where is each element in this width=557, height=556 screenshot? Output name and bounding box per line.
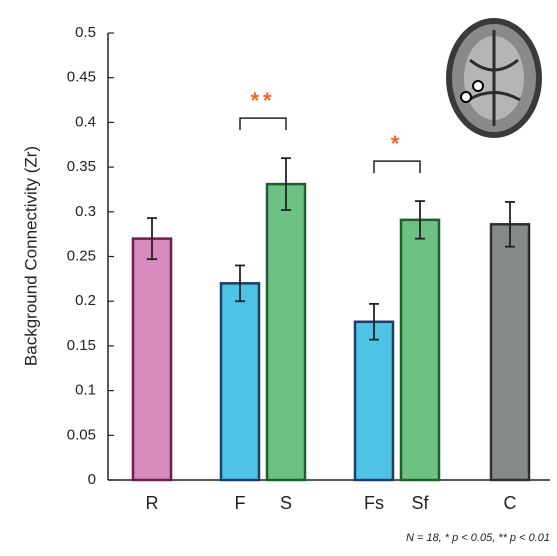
y-tick-label: 0.4 <box>75 113 96 130</box>
y-tick-label: 0.1 <box>75 382 96 399</box>
footnote: N = 18, * p < 0.05, ** p < 0.01 <box>406 532 550 544</box>
bar <box>491 224 529 480</box>
x-tick-label: R <box>146 493 159 513</box>
y-tick-label: 0.2 <box>75 292 96 309</box>
y-tick-label: 0.3 <box>75 203 96 220</box>
y-axis-label: Background Connectivity (Zr) <box>21 146 40 366</box>
y-tick-label: 0.15 <box>67 337 96 354</box>
y-tick-label: 0.25 <box>67 247 96 264</box>
y-tick-label: 0.45 <box>67 69 96 86</box>
x-tick-label: C <box>504 493 517 513</box>
bar <box>221 283 259 480</box>
significance-label: * <box>391 131 404 156</box>
y-tick-label: 0 <box>88 471 96 488</box>
y-tick-label: 0.05 <box>67 426 96 443</box>
x-tick-label: F <box>235 493 246 513</box>
chart: Background Connectivity (Zr) N = 18, * p… <box>0 0 557 551</box>
bar <box>401 220 439 480</box>
bar <box>133 239 171 480</box>
significance-bracket <box>240 118 286 130</box>
bar <box>355 322 393 480</box>
bar <box>267 184 305 480</box>
significance-label: ** <box>250 88 275 113</box>
y-tick-label: 0.5 <box>75 24 96 41</box>
significance-bracket <box>374 161 420 173</box>
brain-image <box>446 18 542 138</box>
x-tick-label: S <box>280 493 292 513</box>
x-tick-label: Fs <box>364 493 384 513</box>
x-tick-label: Sf <box>411 493 429 513</box>
y-tick-label: 0.35 <box>67 158 96 175</box>
